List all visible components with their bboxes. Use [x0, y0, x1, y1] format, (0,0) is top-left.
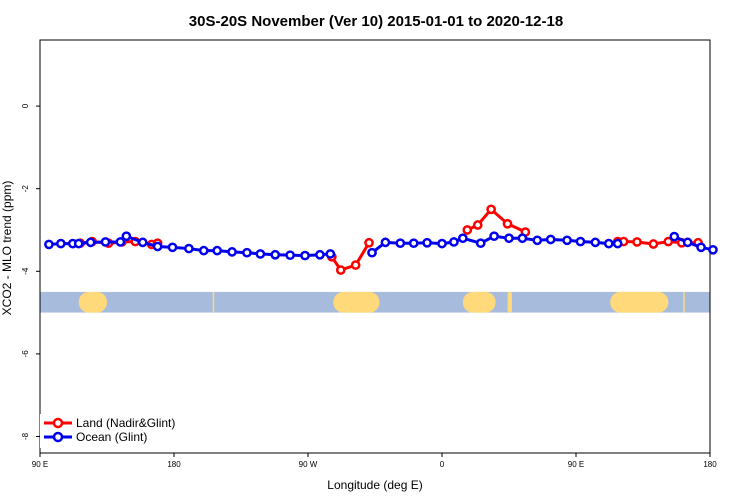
- y-tick-label: 0: [21, 103, 30, 108]
- data-point: [198, 245, 209, 256]
- data-point: [367, 247, 377, 258]
- series-ocean: [44, 231, 718, 261]
- data-point: [590, 237, 601, 248]
- data-point: [437, 238, 447, 249]
- data-point: [682, 237, 693, 248]
- y-axis: 0 -2 -4 -6 -8: [21, 103, 40, 440]
- land-patch: [78, 291, 107, 313]
- data-point: [696, 242, 706, 253]
- land-patch: [507, 291, 512, 313]
- data-point: [285, 250, 295, 261]
- data-point: [489, 231, 499, 242]
- x-axis-label: Longitude (deg E): [327, 478, 422, 492]
- land-patch: [212, 291, 215, 313]
- y-tick-label: -8: [21, 432, 30, 440]
- data-point: [603, 238, 614, 249]
- land-patch: [333, 291, 380, 313]
- data-point: [152, 241, 163, 252]
- land-patch: [610, 291, 669, 313]
- data-point: [486, 204, 496, 215]
- data-point: [517, 233, 528, 244]
- legend-item-ocean: Ocean (Glint): [44, 430, 147, 444]
- data-point: [270, 249, 281, 260]
- x-axis: 90 E 180 90 W 0 90 E 180: [32, 453, 717, 469]
- data-point: [545, 234, 556, 245]
- data-point: [167, 242, 178, 253]
- legend-box: [40, 414, 190, 448]
- data-point: [708, 244, 718, 255]
- data-point: [663, 236, 674, 247]
- series-layer: [44, 204, 718, 275]
- data-point: [300, 250, 310, 261]
- legend-label-land: Land (Nadir&Glint): [76, 416, 175, 430]
- land-patch: [462, 291, 496, 313]
- data-point: [475, 238, 486, 249]
- series-line: [673, 235, 714, 252]
- data-point: [380, 237, 391, 248]
- y-axis-label: XCO2 - MLO trend (ppm): [0, 181, 14, 316]
- x-tick-label: 90 W: [299, 460, 318, 469]
- data-point: [395, 238, 406, 249]
- data-point: [55, 238, 66, 249]
- data-point: [502, 218, 513, 229]
- data-point: [227, 247, 237, 257]
- data-point: [184, 243, 194, 254]
- x-tick-label: 0: [440, 460, 445, 469]
- data-point: [335, 265, 346, 275]
- data-point: [504, 233, 514, 244]
- data-point: [472, 220, 483, 230]
- data-point: [44, 239, 54, 250]
- data-point: [632, 237, 642, 247]
- data-point: [325, 249, 336, 259]
- data-point: [137, 237, 148, 248]
- x-tick-label: 90 E: [32, 460, 48, 469]
- data-point: [85, 237, 96, 248]
- x-tick-label: 90 E: [568, 460, 584, 469]
- data-point: [100, 237, 111, 247]
- data-point: [364, 237, 374, 248]
- y-tick-label: -4: [21, 267, 30, 275]
- x-tick-label: 180: [167, 460, 181, 469]
- data-point: [315, 249, 325, 260]
- data-point: [669, 231, 680, 242]
- land-ocean-band: [40, 291, 710, 313]
- y-tick-label: -6: [21, 350, 30, 358]
- data-point: [648, 239, 659, 249]
- data-point: [212, 245, 223, 256]
- series-line: [48, 234, 331, 258]
- data-point: [462, 225, 473, 235]
- data-point: [449, 237, 459, 247]
- legend-item-land: Land (Nadir&Glint): [44, 416, 175, 430]
- chart-title: 30S-20S November (Ver 10) 2015-01-01 to …: [189, 13, 563, 30]
- data-point: [115, 237, 126, 247]
- data-point: [562, 235, 572, 246]
- data-point: [457, 233, 468, 244]
- legend-marker-land: [52, 417, 64, 429]
- data-point: [73, 238, 84, 249]
- data-point: [612, 238, 623, 249]
- y-tick-label: -2: [21, 185, 30, 193]
- series-line: [330, 242, 371, 272]
- legend-label-ocean: Ocean (Glint): [76, 430, 147, 444]
- x-tick-label: 180: [703, 460, 717, 469]
- data-point: [350, 260, 361, 270]
- data-point: [422, 237, 432, 248]
- land-patch: [683, 291, 685, 313]
- data-point: [575, 236, 586, 247]
- legend-marker-ocean: [52, 431, 64, 443]
- data-point: [121, 231, 132, 242]
- data-point: [242, 247, 252, 258]
- legend: Land (Nadir&Glint) Ocean (Glint): [40, 414, 190, 448]
- data-point: [408, 238, 419, 249]
- data-point: [532, 235, 543, 246]
- data-point: [255, 249, 266, 259]
